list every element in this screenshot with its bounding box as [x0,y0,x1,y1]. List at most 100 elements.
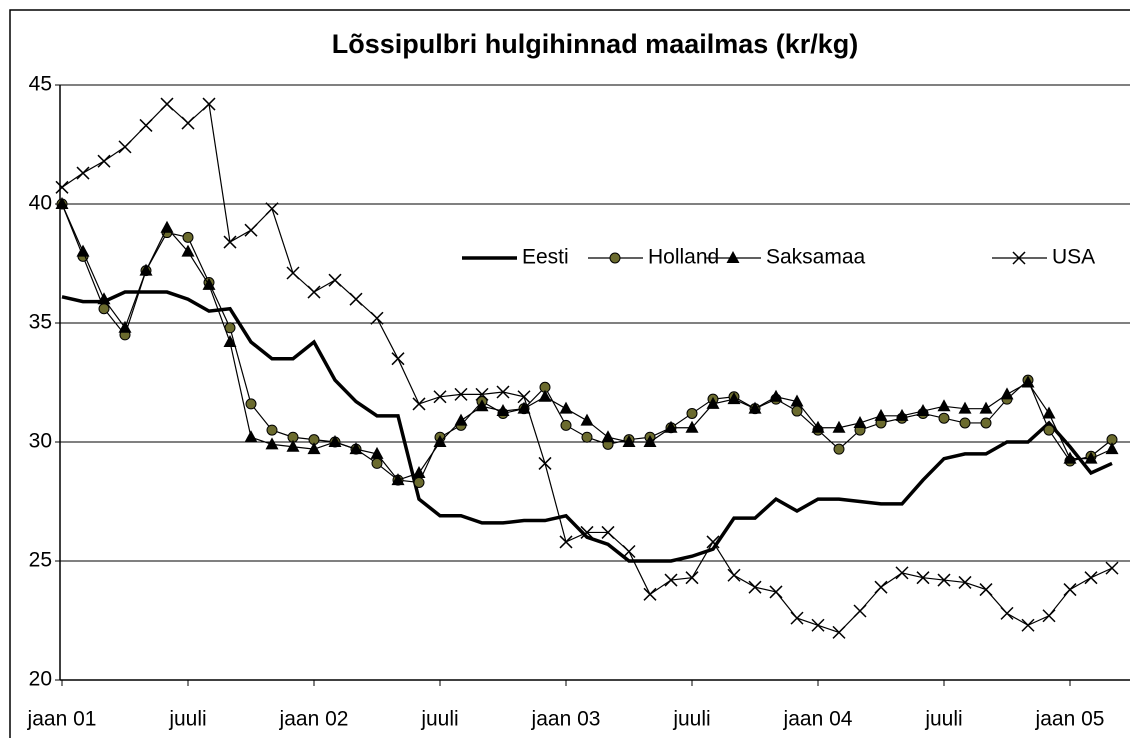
data-point [328,435,342,447]
x-tick-label: jaan 04 [783,708,853,731]
data-point [454,413,468,426]
data-point [475,387,489,401]
data-point [160,220,174,233]
data-point [181,244,195,257]
data-point [581,431,593,443]
legend-label: Holland [648,246,719,269]
data-point [664,573,678,587]
data-point [580,413,594,426]
chart-title: Lõssipulbri hulgihinnad maailmas (kr/kg) [332,29,859,59]
data-point [874,408,888,421]
data-point [391,352,405,366]
data-point [832,420,846,433]
data-point [97,154,111,168]
data-point [727,568,741,582]
x-tick-label: jaan 05 [1035,708,1105,731]
data-point [622,544,636,559]
data-point [790,394,804,407]
data-point [833,443,845,455]
data-point [391,473,405,486]
data-point [811,420,825,433]
data-point [1043,424,1055,436]
data-point [475,399,489,412]
data-point [958,401,972,414]
data-point [1000,387,1014,400]
data-point [601,430,615,443]
data-point [874,580,888,594]
data-point [601,525,615,539]
data-point [1021,375,1035,388]
data-point [496,404,510,417]
x-tick-label: juuli [924,708,962,731]
y-tick-label: 35 [29,311,52,334]
data-point [664,420,678,433]
y-tick-label: 40 [29,192,52,215]
data-point [706,396,720,409]
data-point [202,97,216,111]
data-point [223,335,237,348]
data-point [97,292,111,305]
data-point [895,408,909,421]
data-point [937,573,951,587]
data-point [560,419,572,431]
data-point [706,535,720,549]
data-point [182,231,194,243]
data-point [748,580,762,594]
legend-marker [726,251,740,263]
data-point [433,435,447,447]
chart-frame [9,9,1130,738]
data-point [244,430,258,443]
x-tick-label: jaan 03 [531,708,601,731]
data-point [265,202,279,216]
x-tick-label: juuli [672,708,710,731]
data-point [454,387,468,401]
data-point [118,320,132,333]
data-point [139,118,153,132]
data-point [1021,618,1035,632]
data-point [559,401,573,414]
data-point [538,389,552,402]
data-point [433,390,447,404]
data-point [686,407,698,419]
data-point [916,404,930,417]
x-tick-label: juuli [168,708,206,731]
data-point [916,571,930,585]
x-tick-label: juuli [420,708,458,731]
data-point [769,585,783,599]
data-point [895,566,909,580]
data-point [55,197,69,209]
data-point [413,476,425,488]
data-point [748,401,762,414]
data-point [937,399,951,412]
data-point [958,575,972,589]
data-point [118,140,132,154]
data-point [791,405,803,417]
data-point [538,456,552,470]
data-point [727,392,741,405]
x-tick-label: jaan 01 [27,708,97,731]
data-point [370,446,384,459]
data-point [244,223,258,237]
data-point [349,442,363,455]
series-line [61,102,1113,634]
data-point [938,412,950,424]
data-point [979,583,993,597]
data-point [307,442,321,455]
data-point [853,604,867,618]
data-point [559,535,573,549]
data-point [622,435,636,447]
data-point [1084,571,1098,585]
data-point [181,116,195,130]
data-point [496,385,510,399]
legend-marker [609,252,621,264]
data-point [685,571,699,585]
data-point [76,166,90,180]
x-tick-label: jaan 02 [279,708,349,731]
data-point [643,587,657,601]
data-point [286,439,300,452]
data-point [328,273,342,287]
data-point [98,303,110,315]
data-point [1063,583,1077,597]
data-point [790,611,804,625]
